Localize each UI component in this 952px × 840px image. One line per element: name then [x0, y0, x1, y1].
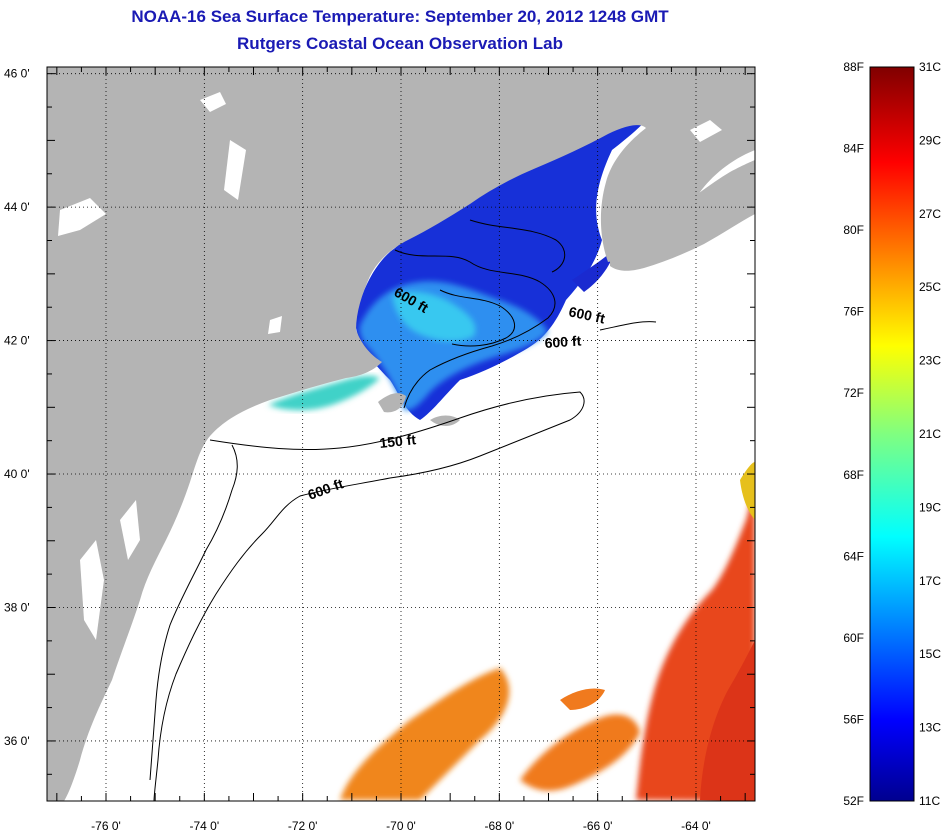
lon-label-68: -68 0' [485, 819, 515, 833]
sst-long-island-sound [268, 375, 380, 411]
lat-label-46: 46 0' [4, 67, 30, 81]
map-title: NOAA-16 Sea Surface Temperature: Septemb… [131, 7, 669, 26]
colorbar-c-label: 13C [919, 721, 941, 735]
colorbar-f-label: 60F [843, 631, 864, 645]
colorbar-c-label: 27C [919, 207, 941, 221]
colorbar-f-label: 80F [843, 223, 864, 237]
temperature-colorbar: 88F 84F 80F 76F 72F 68F 64F 60F 56F 52F 31C 29C 27C… [843, 60, 941, 808]
colorbar-f-label: 64F [843, 549, 864, 563]
colorbar-f-label: 76F [843, 305, 864, 319]
colorbar-gradient [869, 66, 915, 802]
sst-gulf-stream [340, 460, 755, 801]
contour-label-600ft-3: 600 ft [544, 332, 582, 351]
colorbar-c-label: 25C [919, 280, 941, 294]
colorbar-f-label: 52F [843, 794, 864, 808]
map-subtitle: Rutgers Coastal Ocean Observation Lab [237, 34, 563, 53]
lat-label-38: 38 0' [4, 600, 30, 614]
lon-label-64: -64 0' [681, 819, 711, 833]
sst-map: 600 ft 600 ft 600 ft 150 ft 600 ft 46 0'… [4, 66, 756, 833]
colorbar-f-label: 72F [843, 386, 864, 400]
colorbar-c-label: 29C [919, 133, 941, 147]
lon-label-70: -70 0' [386, 819, 416, 833]
colorbar-f-label: 56F [843, 712, 864, 726]
colorbar-c-label: 17C [919, 574, 941, 588]
colorbar-c-label: 21C [919, 427, 941, 441]
lat-label-42: 42 0' [4, 334, 30, 348]
axis-ticks [47, 67, 755, 801]
lat-label-36: 36 0' [4, 734, 30, 748]
colorbar-c-label: 31C [919, 60, 941, 74]
colorbar-f-label: 84F [843, 142, 864, 156]
lon-label-74: -74 0' [190, 819, 220, 833]
contour-label-600ft-2: 600 ft [567, 303, 606, 326]
colorbar-c-label: 11C [919, 794, 940, 808]
lon-label-76: -76 0' [91, 819, 121, 833]
land [47, 67, 755, 801]
colorbar-c-label: 23C [919, 354, 941, 368]
colorbar-c-label: 19C [919, 500, 941, 514]
inland-water [58, 92, 722, 760]
lat-label-44: 44 0' [4, 200, 30, 214]
depth-contours [149, 219, 657, 801]
colorbar-c-label: 15C [919, 647, 941, 661]
lat-label-40: 40 0' [4, 467, 30, 481]
contour-label-150ft: 150 ft [379, 431, 417, 451]
colorbar-f-label: 68F [843, 468, 864, 482]
lon-label-66: -66 0' [583, 819, 613, 833]
lon-label-72: -72 0' [288, 819, 318, 833]
colorbar-f-label: 88F [843, 60, 864, 74]
